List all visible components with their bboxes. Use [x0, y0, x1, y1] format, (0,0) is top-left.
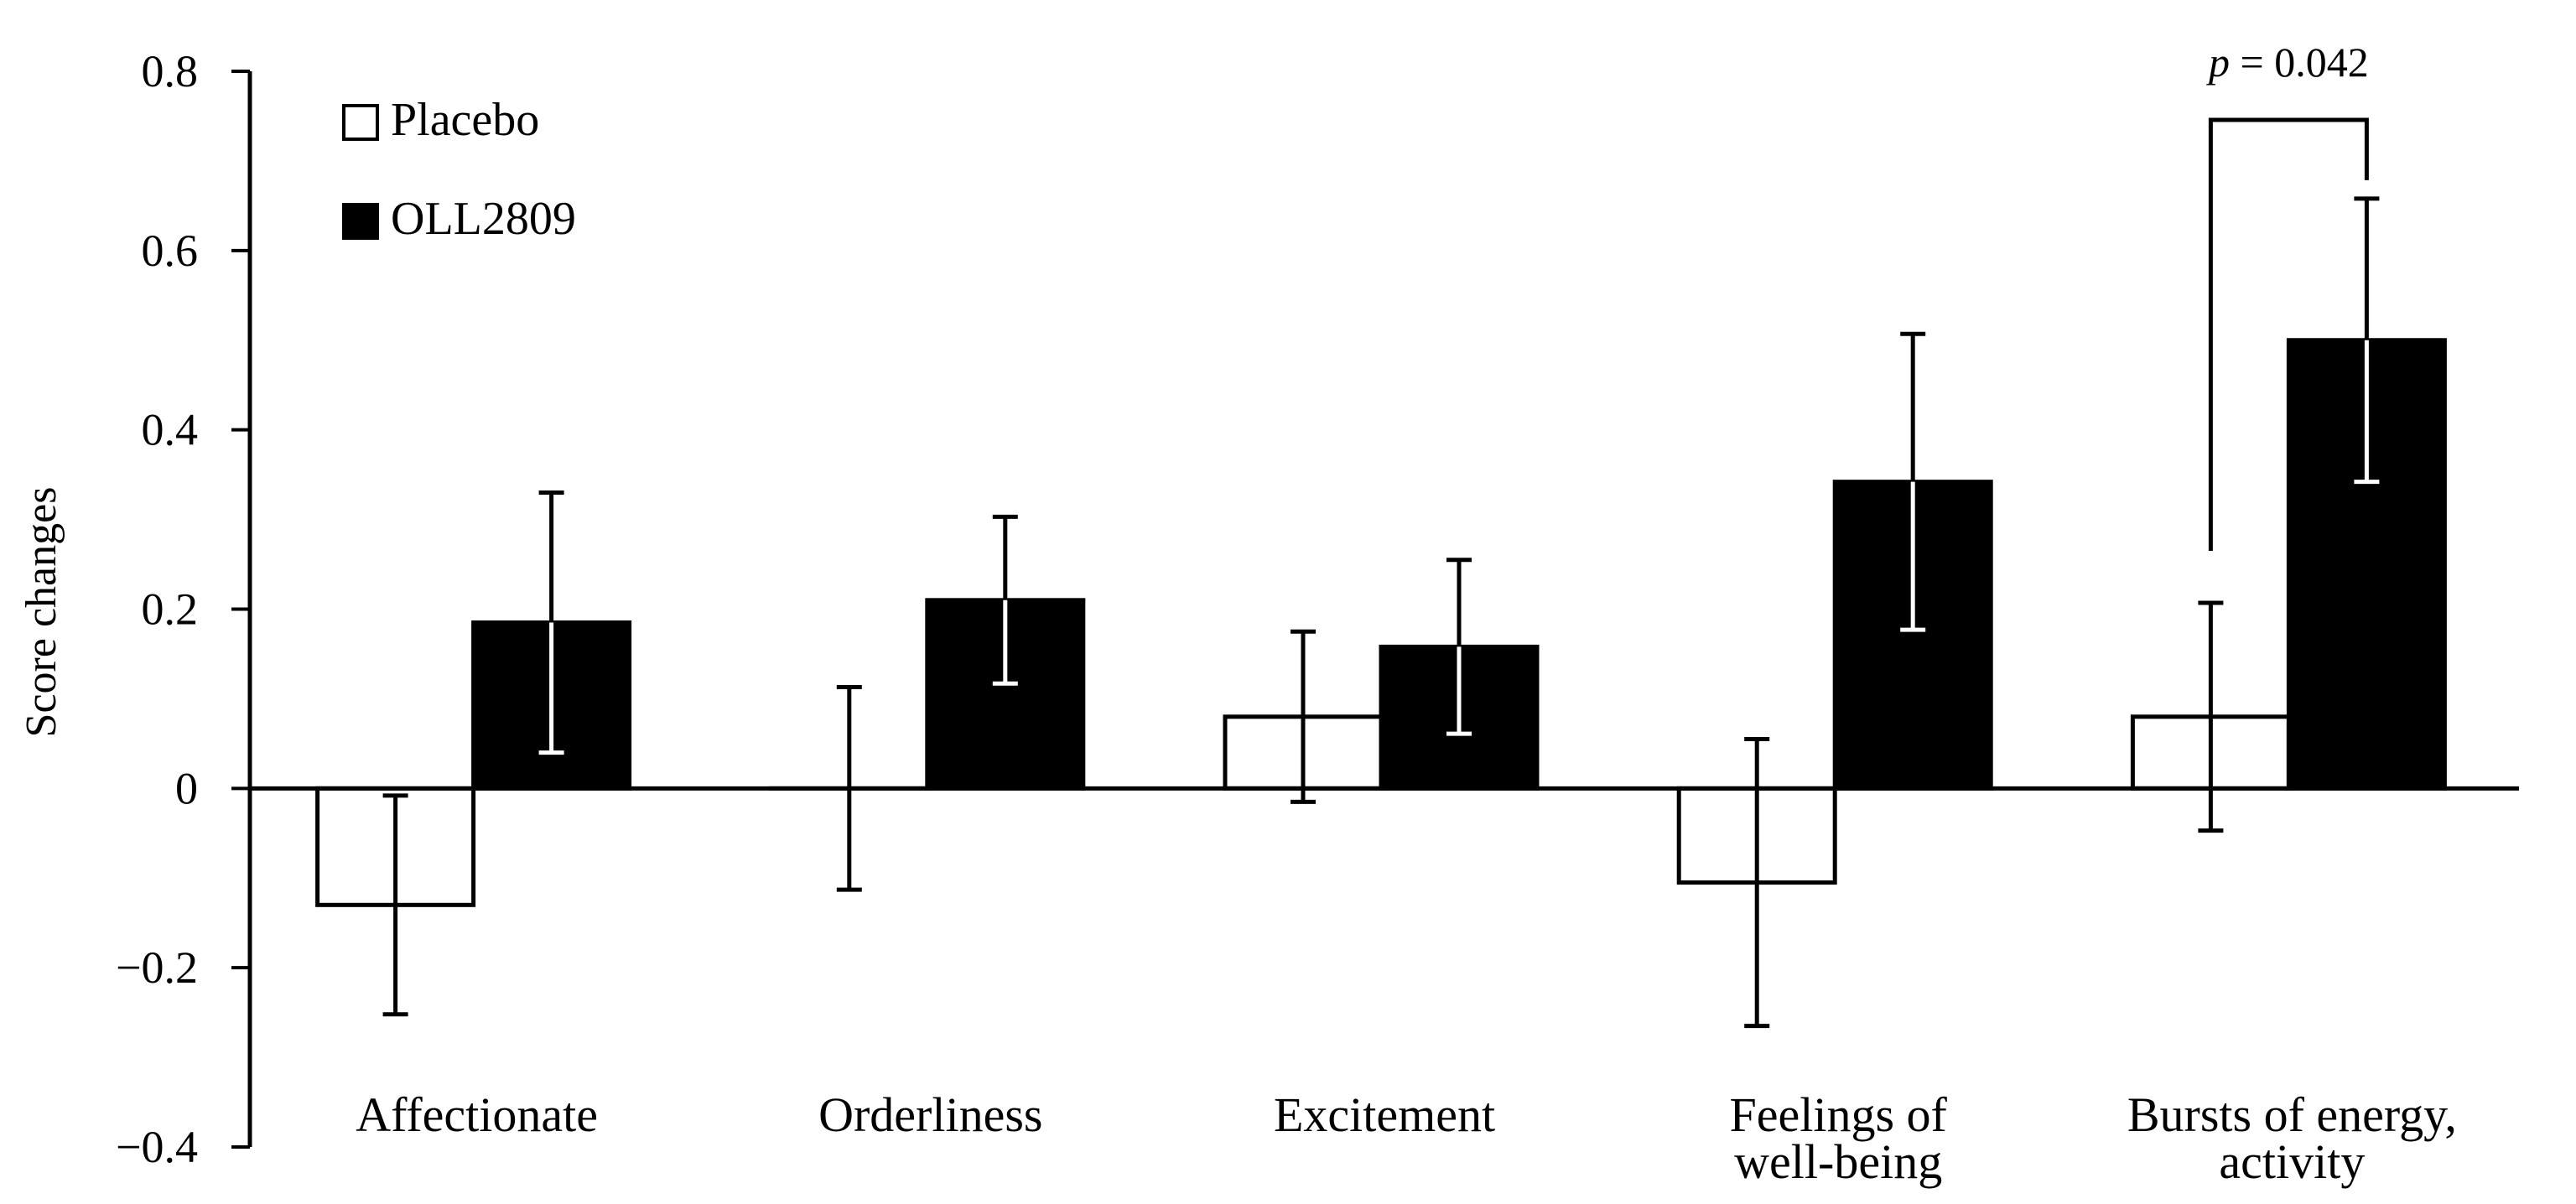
- y-axis-ticks: −0.4 −0.2 0 0.2 0.4 0.6 0.8: [116, 46, 250, 1172]
- y-tick-label: 0.4: [142, 405, 199, 455]
- category-label: Feelings of: [1730, 1087, 1948, 1142]
- significance-annotation: p = 0.042: [2206, 39, 2369, 552]
- y-tick-label: 0.6: [142, 226, 199, 276]
- category-label: Bursts of energy,: [2127, 1087, 2457, 1142]
- y-tick-label: 0.8: [142, 46, 199, 96]
- y-tick-label: −0.4: [116, 1122, 198, 1172]
- bars: [315, 338, 2447, 907]
- legend-swatch-oll2809: [342, 203, 379, 240]
- axes: [247, 71, 2519, 1147]
- y-tick-label: 0.2: [142, 584, 199, 635]
- y-tick-label: −0.2: [116, 942, 198, 993]
- error-bars: [382, 196, 2380, 1029]
- legend-label-placebo: Placebo: [391, 94, 539, 146]
- category-label: activity: [2219, 1134, 2365, 1189]
- category-label: Excitement: [1274, 1087, 1495, 1142]
- legend: Placebo OLL2809: [342, 94, 576, 245]
- significance-bracket: [2208, 117, 2369, 552]
- legend-swatch-placebo: [342, 104, 379, 141]
- category-label: well-being: [1734, 1134, 1942, 1189]
- p-value-label: p = 0.042: [2206, 39, 2369, 86]
- p-value-symbol: p: [2206, 39, 2230, 86]
- y-axis-title: Score changes: [18, 487, 65, 738]
- y-tick-label: 0: [175, 763, 198, 813]
- p-value-text: = 0.042: [2230, 39, 2369, 86]
- legend-label-oll2809: OLL2809: [391, 193, 576, 245]
- category-label: Affectionate: [356, 1087, 598, 1142]
- category-label: Orderliness: [818, 1087, 1042, 1142]
- category-labels: Affectionate Orderliness Excitement Feeling…: [356, 1087, 2457, 1189]
- y-axis-label: Score changes: [18, 487, 65, 738]
